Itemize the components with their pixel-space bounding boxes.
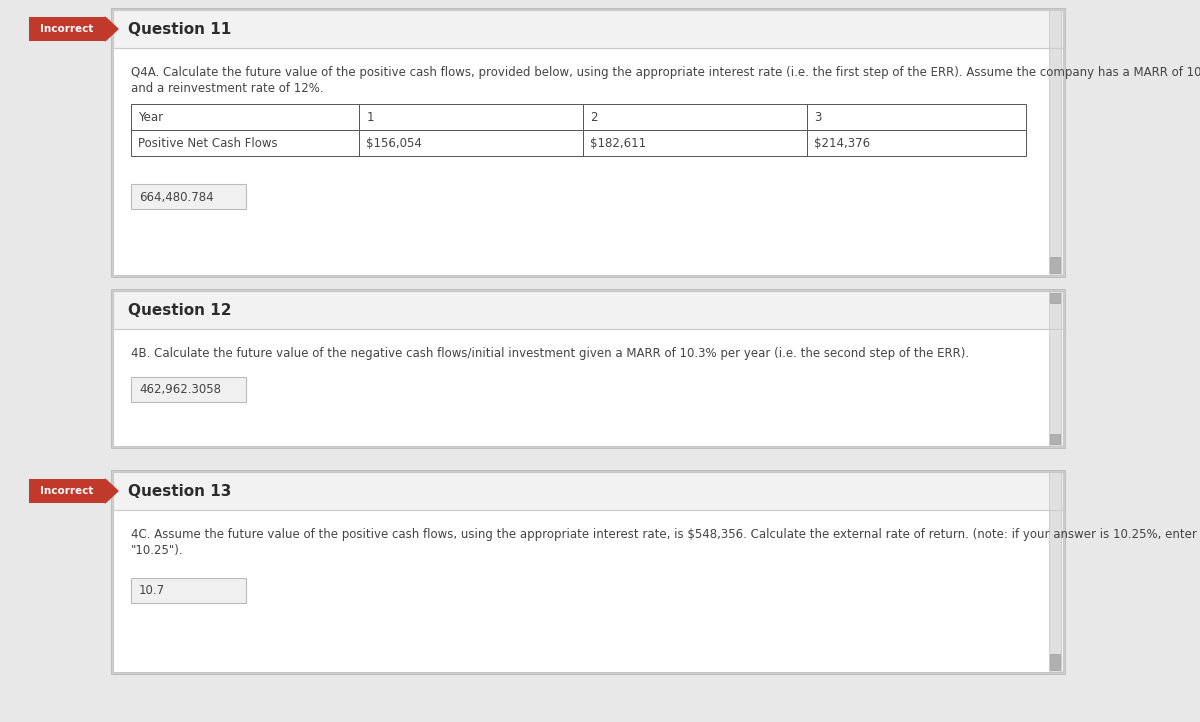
Bar	[131, 578, 246, 603]
Bar	[114, 510, 1049, 672]
Text: and a reinvestment rate of 12%.: and a reinvestment rate of 12%.	[131, 82, 324, 95]
Bar	[112, 289, 1066, 448]
Text: 10.7: 10.7	[139, 585, 166, 598]
Bar	[113, 472, 1063, 510]
Bar	[1050, 257, 1060, 273]
Text: $214,376: $214,376	[814, 137, 870, 150]
Bar	[1050, 293, 1060, 303]
Bar	[1049, 472, 1061, 672]
Polygon shape	[106, 479, 118, 503]
Bar	[114, 48, 1049, 275]
Bar	[1049, 291, 1061, 446]
Bar	[1049, 10, 1061, 275]
Bar	[131, 377, 246, 402]
Text: Question 11: Question 11	[128, 22, 232, 37]
Bar	[1050, 654, 1060, 670]
Bar	[113, 10, 1063, 48]
Text: $182,611: $182,611	[590, 137, 646, 150]
Text: Incorrect: Incorrect	[41, 487, 94, 497]
Bar	[113, 291, 1063, 446]
Text: Q4A. Calculate the future value of the positive cash flows, provided below, usin: Q4A. Calculate the future value of the p…	[131, 66, 1200, 79]
Bar	[29, 17, 106, 41]
Bar	[112, 8, 1066, 277]
Text: 4C. Assume the future value of the positive cash flows, using the appropriate in: 4C. Assume the future value of the posit…	[131, 528, 1196, 541]
Bar	[131, 184, 246, 209]
Bar	[131, 130, 359, 156]
Bar	[359, 104, 583, 130]
Text: 1: 1	[366, 111, 373, 124]
Bar	[112, 470, 1066, 674]
Text: $156,054: $156,054	[366, 137, 422, 150]
Bar	[806, 130, 1026, 156]
Bar	[114, 329, 1049, 446]
Text: "10.25").: "10.25").	[131, 544, 184, 557]
Text: 3: 3	[814, 111, 821, 124]
Bar	[583, 130, 806, 156]
Text: Question 13: Question 13	[128, 484, 232, 499]
Bar	[359, 130, 583, 156]
Text: Incorrect: Incorrect	[41, 25, 94, 35]
Text: 2: 2	[590, 111, 598, 124]
Bar	[1050, 434, 1060, 444]
Bar	[131, 104, 359, 130]
Text: 664,480.784: 664,480.784	[139, 191, 214, 204]
Bar	[113, 472, 1063, 672]
Text: Year: Year	[138, 111, 163, 124]
Bar	[113, 291, 1063, 329]
Text: 462,962.3058: 462,962.3058	[139, 383, 221, 396]
Text: Positive Net Cash Flows: Positive Net Cash Flows	[138, 137, 277, 150]
Text: Question 12: Question 12	[128, 303, 232, 318]
Polygon shape	[106, 17, 118, 41]
Bar	[113, 10, 1063, 275]
Bar	[806, 104, 1026, 130]
Bar	[29, 479, 106, 503]
Text: 4B. Calculate the future value of the negative cash flows/initial investment giv: 4B. Calculate the future value of the ne…	[131, 347, 970, 360]
Bar	[583, 104, 806, 130]
